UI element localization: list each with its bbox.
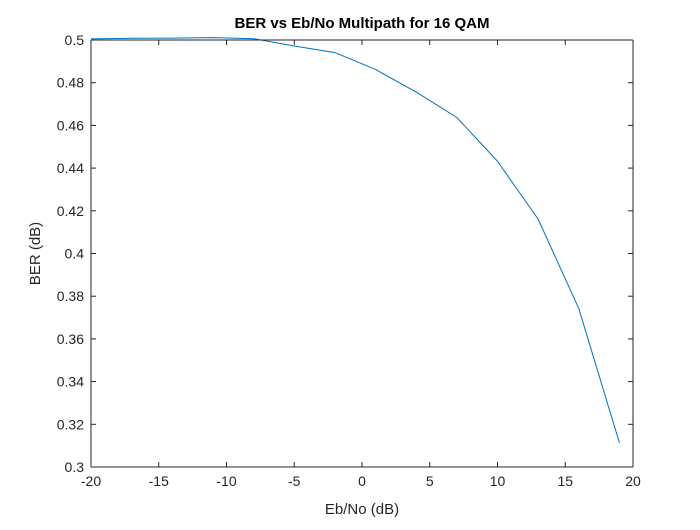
x-tick-label: -5 bbox=[288, 473, 301, 489]
x-tick-label: -10 bbox=[216, 473, 236, 489]
plot-area bbox=[91, 40, 633, 467]
axes-layer: -20 -15 -10 -5 0 5 10 15 20 0.3 0.32 0.34 0.36 0.38 0.… bbox=[57, 32, 641, 489]
y-tick-label: 0.3 bbox=[65, 459, 85, 475]
y-tick-label: 0.36 bbox=[57, 331, 84, 347]
x-tick-label: 5 bbox=[426, 473, 434, 489]
x-axis-label: Eb/No (dB) bbox=[325, 501, 399, 518]
series-line-0 bbox=[90, 37, 620, 444]
y-tick-label: 0.48 bbox=[57, 75, 84, 91]
x-tick-label: -15 bbox=[149, 473, 169, 489]
x-tick-label: 0 bbox=[358, 473, 366, 489]
chart-title: BER vs Eb/No Multipath for 16 QAM bbox=[234, 15, 489, 32]
x-tick-label: 15 bbox=[557, 473, 573, 489]
x-tick-label: 10 bbox=[490, 473, 506, 489]
y-tick-label: 0.32 bbox=[57, 416, 84, 432]
y-tick-label: 0.44 bbox=[57, 160, 84, 176]
x-tick-label: 20 bbox=[625, 473, 641, 489]
data-layer bbox=[90, 37, 620, 444]
x-tick-label: -20 bbox=[81, 473, 101, 489]
y-tick-label: 0.46 bbox=[57, 117, 84, 133]
y-tick-label: 0.34 bbox=[57, 374, 84, 390]
y-tick-label: 0.42 bbox=[57, 203, 84, 219]
y-tick-label: 0.5 bbox=[65, 32, 85, 48]
y-axis-label: BER (dB) bbox=[27, 222, 44, 285]
y-tick-label: 0.38 bbox=[57, 288, 84, 304]
y-tick-label: 0.4 bbox=[65, 246, 85, 262]
